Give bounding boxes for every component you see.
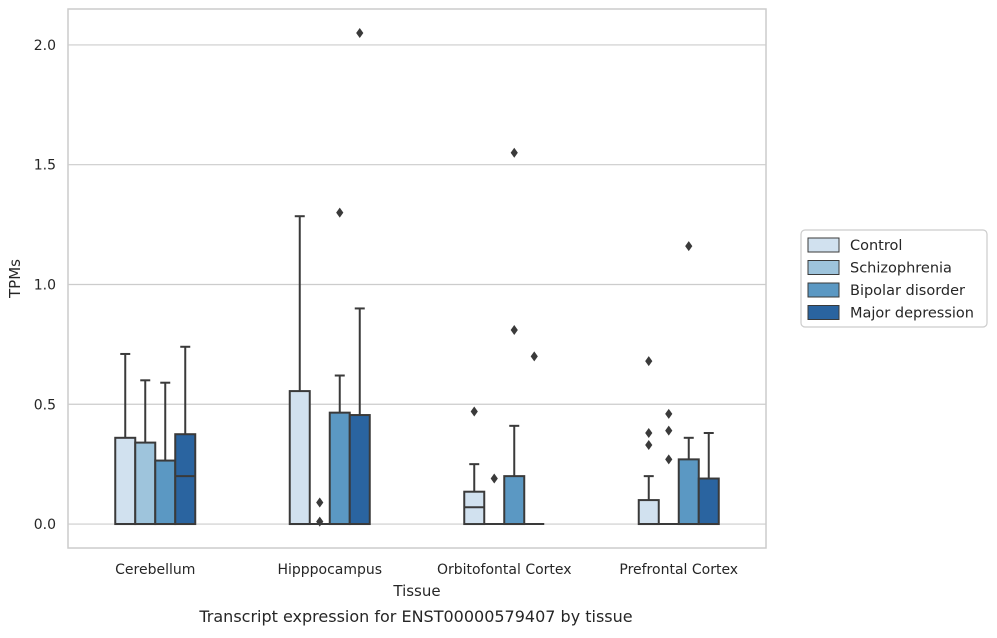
box-rect <box>697 477 720 526</box>
outlier-point <box>336 207 344 218</box>
legend-swatch <box>807 282 840 298</box>
legend-swatch <box>807 260 840 275</box>
x-tick-label: Hipppocampus <box>277 562 382 578</box>
legend: Control Schizophrenia Bipolar disorder Majo… <box>800 229 988 328</box>
box-rect <box>637 499 660 526</box>
box-group <box>114 352 137 526</box>
box-group <box>658 408 679 526</box>
box-group <box>677 241 700 526</box>
box-rect <box>348 414 371 526</box>
outlier-point <box>356 27 364 38</box>
outlier-point <box>510 147 518 158</box>
outlier-point <box>316 497 324 508</box>
box-group <box>348 27 371 526</box>
plot-frame <box>67 8 767 549</box>
outlier-point <box>665 425 673 436</box>
outlier-point <box>510 325 518 336</box>
box-group <box>524 351 545 526</box>
outlier-point <box>645 439 653 450</box>
y-tick-label: 2.0 <box>34 38 56 54</box>
box-group <box>463 406 486 526</box>
outlier-point <box>645 356 653 367</box>
x-tick-label: Prefrontal Cortex <box>619 562 738 578</box>
x-axis-ticks: Cerebellum Hipppocampus Orbitofontal Corte… <box>115 562 738 578</box>
outlier-point <box>316 516 324 527</box>
legend-label: Control <box>850 238 902 254</box>
chart-caption: Transcript expression for ENST0000057940… <box>198 607 632 626</box>
legend-frame <box>800 229 988 328</box>
box-group <box>134 379 157 526</box>
box-rect <box>174 433 197 526</box>
outlier-point <box>530 351 538 362</box>
y-tick-label: 1.0 <box>34 277 56 293</box>
box-plot-boxes <box>114 27 720 527</box>
box-rect <box>134 441 157 526</box>
outlier-point <box>470 406 478 417</box>
box-rect <box>154 459 177 526</box>
y-tick-label: 0.0 <box>34 517 56 533</box>
y-axis-ticks: 0.0 0.5 1.0 1.5 2.0 <box>34 38 56 533</box>
x-axis-label: Tissue <box>392 582 440 600</box>
box-rect <box>288 390 311 526</box>
legend-label: Major depression <box>850 306 974 322</box>
y-tick-label: 1.5 <box>34 158 56 174</box>
box-group <box>309 497 330 527</box>
outlier-point <box>490 473 498 484</box>
box-group <box>503 147 526 526</box>
outlier-point <box>665 454 673 465</box>
box-rect <box>503 475 526 526</box>
legend-swatch <box>807 305 840 320</box>
box-rect <box>677 458 700 526</box>
box-group <box>328 207 351 526</box>
legend-label: Bipolar disorder <box>850 283 965 299</box>
box-group <box>637 356 660 526</box>
outlier-point <box>665 408 673 419</box>
box-group <box>288 215 311 526</box>
legend-swatch <box>807 237 840 253</box>
outlier-point <box>645 428 653 439</box>
x-tick-label: Cerebellum <box>115 562 195 578</box>
box-rect <box>328 411 351 526</box>
legend-label: Schizophrenia <box>850 261 952 277</box>
y-axis-label: TPMs <box>6 259 24 299</box>
x-tick-label: Orbitofontal Cortex <box>437 562 572 578</box>
box-group <box>174 345 197 526</box>
grid-lines <box>68 44 766 525</box>
box-group <box>697 432 720 526</box>
box-group <box>484 473 505 526</box>
outlier-point <box>685 241 693 252</box>
box-rect <box>114 436 137 526</box>
y-tick-label: 0.5 <box>34 397 56 413</box>
